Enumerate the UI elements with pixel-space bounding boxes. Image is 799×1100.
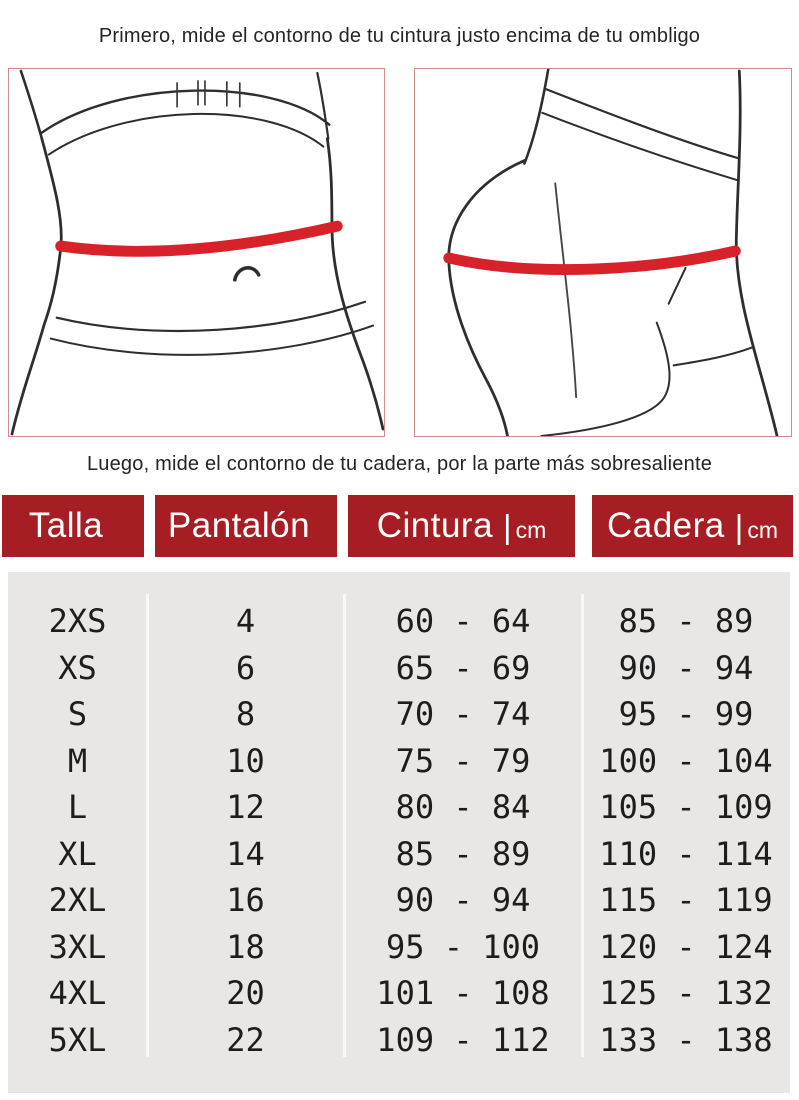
cadera-cell: 95 - 99: [618, 695, 754, 734]
waist-figure-drawing: [10, 69, 384, 436]
header-cintura-label: Cintura: [376, 506, 494, 545]
cadera-cell: 105 - 109: [599, 788, 773, 827]
header-pantalon-label: Pantalón: [167, 506, 311, 545]
header-cadera: Cadera | cm: [592, 495, 793, 557]
pantalon-cell: 18: [226, 927, 265, 966]
cadera-cell: 90 - 94: [618, 648, 754, 687]
pantalon-cell: 20: [226, 974, 265, 1013]
pantalon-cell: 16: [226, 881, 265, 920]
hip-measurement-illustration: [414, 68, 792, 437]
cadera-cell: 100 - 104: [599, 741, 773, 780]
pantalon-cell: 8: [235, 695, 256, 734]
talla-cell: 2XL: [48, 881, 107, 920]
cadera-cell: 110 - 114: [599, 834, 773, 873]
cadera-cell: 133 - 138: [599, 1020, 773, 1059]
header-pantalon: Pantalón: [155, 495, 337, 557]
cintura-cell: 85 - 89: [395, 834, 531, 873]
column-divider: [581, 594, 584, 1057]
size-table-panel: 2XS 4 60 - 64 85 - 89 XS 6 65 - 69 90 - …: [8, 572, 790, 1093]
cintura-cell: 75 - 79: [395, 741, 531, 780]
header-cadera-separator: |: [734, 508, 744, 545]
talla-cell: S: [67, 695, 88, 734]
cintura-cell: 109 - 112: [376, 1020, 550, 1059]
column-divider: [146, 594, 149, 1057]
talla-cell: XL: [58, 834, 97, 873]
pantalon-cell: 14: [226, 834, 265, 873]
header-cintura: Cintura | cm: [348, 495, 575, 557]
cintura-cell: 80 - 84: [395, 788, 531, 827]
pantalon-cell: 6: [235, 648, 256, 687]
talla-cell: 2XS: [48, 602, 107, 641]
header-cintura-separator: |: [503, 508, 512, 545]
hip-figure-drawing: [443, 69, 779, 436]
pantalon-cell: 12: [226, 788, 265, 827]
cadera-cell: 115 - 119: [599, 881, 773, 920]
cintura-cell: 65 - 69: [395, 648, 531, 687]
pantalon-cell: 4: [235, 602, 256, 641]
cadera-cell: 85 - 89: [618, 602, 754, 641]
talla-cell: 5XL: [48, 1020, 107, 1059]
cintura-cell: 95 - 100: [385, 927, 541, 966]
talla-cell: M: [67, 741, 88, 780]
waist-measurement-illustration: [8, 68, 385, 437]
waist-instruction-text: Primero, mide el contorno de tu cintura …: [98, 25, 701, 47]
header-cintura-unit: cm: [515, 516, 547, 543]
pantalon-cell: 22: [226, 1020, 265, 1059]
hip-instruction-text: Luego, mide el contorno de tu cadera, po…: [86, 453, 713, 475]
cintura-cell: 70 - 74: [395, 695, 531, 734]
cintura-cell: 60 - 64: [395, 602, 531, 641]
header-talla: Talla: [2, 495, 144, 557]
cintura-cell: 90 - 94: [395, 881, 531, 920]
cadera-cell: 120 - 124: [599, 927, 773, 966]
pantalon-cell: 10: [226, 741, 265, 780]
header-cadera-unit: cm: [747, 516, 779, 543]
column-divider: [343, 594, 346, 1057]
talla-cell: XS: [58, 648, 97, 687]
header-cadera-label: Cadera: [606, 506, 725, 545]
size-table-body: 2XS 4 60 - 64 85 - 89 XS 6 65 - 69 90 - …: [8, 598, 790, 1063]
cadera-cell: 125 - 132: [599, 974, 773, 1013]
header-talla-label: Talla: [28, 506, 104, 545]
talla-cell: 3XL: [48, 927, 107, 966]
size-table-header-row: Talla Pantalón Cintura | cm Cadera | cm: [2, 495, 793, 557]
talla-cell: 4XL: [48, 974, 107, 1013]
talla-cell: L: [67, 788, 88, 827]
cintura-cell: 101 - 108: [376, 974, 550, 1013]
